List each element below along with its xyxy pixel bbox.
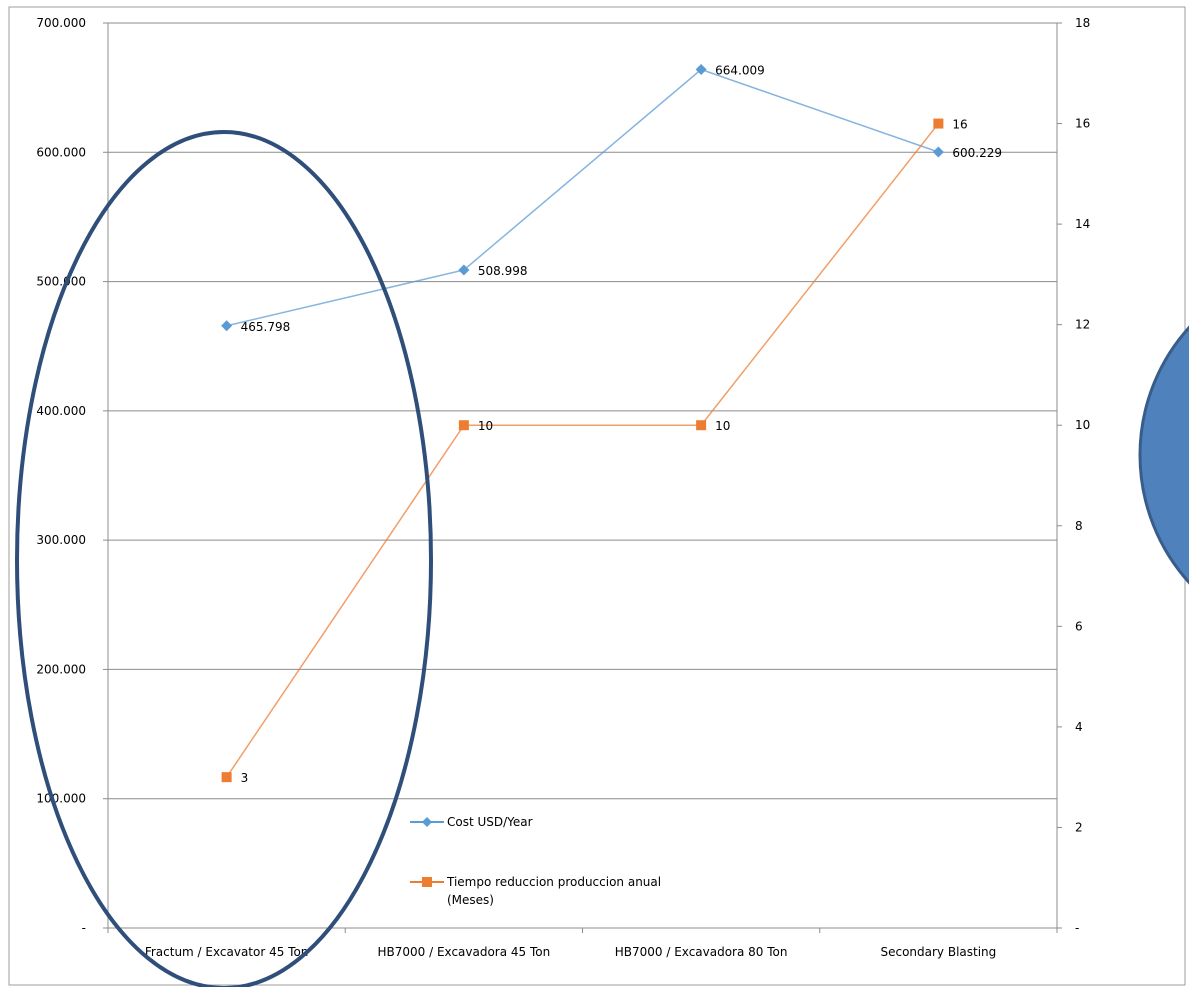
legend-marker-square bbox=[422, 877, 432, 887]
legend: Cost USD/Year Tiempo reduccion produccion… bbox=[410, 815, 661, 907]
data-label: 10 bbox=[478, 419, 493, 433]
x-category-label: HB7000 / Excavadora 80 Ton bbox=[615, 945, 788, 959]
data-label: 508.998 bbox=[478, 264, 528, 278]
data-label: 16 bbox=[952, 118, 967, 132]
gridlines bbox=[108, 22, 1057, 800]
y-right-tick-label: 10 bbox=[1075, 418, 1090, 432]
x-category-label: Fractum / Excavator 45 Ton bbox=[145, 945, 309, 959]
series-line-0 bbox=[226, 68, 939, 327]
data-point-square bbox=[933, 118, 944, 129]
y-left-tick-label: 700.000 bbox=[36, 16, 86, 30]
y-right-tick-label: 12 bbox=[1075, 318, 1090, 332]
data-label: 10 bbox=[715, 419, 730, 433]
data-point-diamond bbox=[932, 146, 944, 158]
data-point-diamond bbox=[458, 264, 470, 276]
y-left-tick-label: 100.000 bbox=[36, 792, 86, 806]
y-right-tick-label: 4 bbox=[1075, 720, 1083, 734]
x-category-label: Secondary Blasting bbox=[880, 945, 996, 959]
y-left-tick-label: 500.000 bbox=[36, 275, 86, 289]
y-right-tick-label: 14 bbox=[1075, 217, 1090, 231]
y-left-tick-label: 600.000 bbox=[36, 145, 86, 159]
data-label: 3 bbox=[241, 771, 249, 785]
y-right-tick-label: 6 bbox=[1075, 619, 1083, 633]
y-left-tick-label: 200.000 bbox=[36, 662, 86, 676]
y-right-tick-label: - bbox=[1075, 921, 1079, 935]
data-point-diamond bbox=[695, 64, 707, 76]
chart-frame bbox=[8, 6, 1186, 986]
legend-label: (Meses) bbox=[447, 893, 494, 907]
data-point-diamond bbox=[221, 320, 233, 332]
legend-label: Tiempo reduccion produccion anual bbox=[446, 875, 661, 889]
axes bbox=[103, 22, 1062, 933]
y-right-tick-label: 2 bbox=[1075, 820, 1083, 834]
data-label: 664.009 bbox=[715, 64, 765, 78]
y-right-tick-label: 8 bbox=[1075, 519, 1083, 533]
y-left-tick-label: - bbox=[82, 921, 86, 935]
y-right-tick-label: 18 bbox=[1075, 16, 1090, 30]
legend-marker-diamond bbox=[422, 817, 432, 827]
data-point-square bbox=[221, 772, 232, 783]
data-labels: 465.798 508.998 664.009 600.229 3 10 10 16 bbox=[241, 64, 1002, 786]
data-label: 600.229 bbox=[952, 146, 1002, 160]
tick-labels: - 100.000 200.000 300.000 400.000 500.000 600.… bbox=[36, 16, 1090, 935]
legend-label: Cost USD/Year bbox=[447, 815, 533, 829]
y-left-tick-label: 400.000 bbox=[36, 404, 86, 418]
data-label: 465.798 bbox=[241, 320, 291, 334]
series-lines bbox=[221, 64, 944, 783]
x-category-label: HB7000 / Excavadora 45 Ton bbox=[378, 945, 551, 959]
series-line-1 bbox=[226, 123, 939, 778]
y-right-tick-label: 16 bbox=[1075, 117, 1090, 131]
data-point-square bbox=[458, 420, 469, 431]
y-left-tick-label: 300.000 bbox=[36, 533, 86, 547]
category-labels: Fractum / Excavator 45 Ton HB7000 / Excav… bbox=[145, 945, 996, 959]
decorative-circle bbox=[1138, 325, 1189, 585]
data-point-square bbox=[696, 420, 707, 431]
